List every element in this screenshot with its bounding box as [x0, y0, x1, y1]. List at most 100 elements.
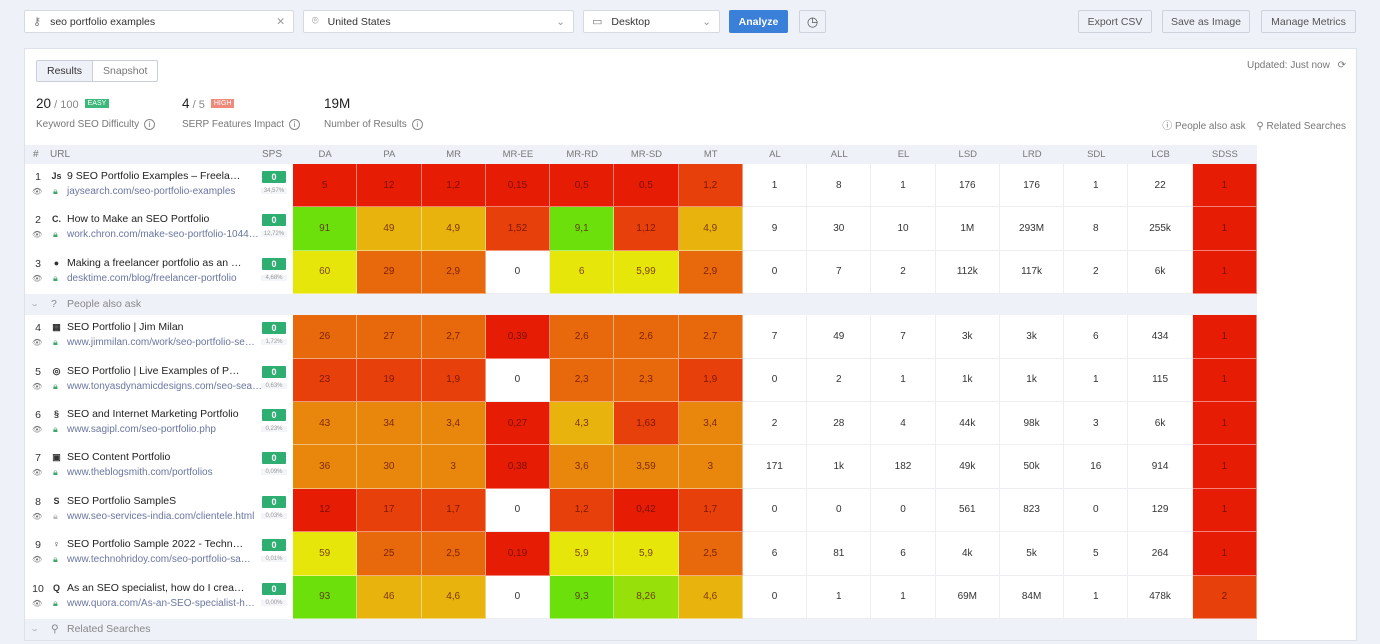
analyze-button[interactable]: Analyze	[729, 10, 788, 33]
column-header-pa[interactable]: PA	[383, 149, 396, 160]
result-row[interactable]: 8 S SEO Portfolio SampleS 👁︎ 🔒︎ www.seo-servi…	[25, 489, 293, 533]
metric-cell-mr: 4,9	[421, 207, 486, 251]
visibility-icon[interactable]: 👁︎	[32, 598, 43, 608]
result-title[interactable]: SEO Portfolio SampleS	[67, 494, 177, 507]
tab-snapshot[interactable]: Snapshot	[103, 65, 148, 77]
legend-people-also-ask[interactable]: People also ask	[1175, 121, 1246, 132]
column-header-sdl[interactable]: SDL	[1087, 149, 1106, 160]
result-title[interactable]: SEO Content Portfolio	[67, 451, 171, 464]
metric-cell-da: 26	[293, 315, 358, 359]
metric-cell-da: 91	[293, 207, 358, 251]
related-label: Related Searches	[67, 622, 151, 635]
related-search-icon: ⚲	[51, 622, 59, 635]
visibility-icon[interactable]: 👁︎	[32, 468, 43, 478]
metric-cell-sdss: 1	[1192, 445, 1257, 489]
column-header-all[interactable]: ALL	[830, 149, 848, 160]
url-list: # URL SPS 1 Js 9 SEO Portfolio Examples – …	[25, 145, 293, 640]
metric-cell-mr-rd: 4,3	[550, 401, 615, 446]
info-icon[interactable]: i	[411, 119, 423, 130]
metric-cell-pa: 29	[357, 250, 422, 295]
legend-related-searches[interactable]: Related Searches	[1266, 121, 1347, 132]
result-title[interactable]: SEO and Internet Marketing Portfolio	[67, 407, 239, 420]
column-header-lrd[interactable]: LRD	[1022, 149, 1042, 160]
column-header-da[interactable]: DA	[318, 149, 332, 160]
result-row[interactable]: 5 ◎ SEO Portfolio | Live Examples of P… 👁︎ 🔒…	[25, 359, 293, 402]
people-also-ask-row[interactable]: ⌣? People also ask	[25, 294, 293, 316]
result-row[interactable]: 9 ♀ SEO Portfolio Sample 2022 - Techn… 👁︎ 🔒︎…	[25, 532, 293, 576]
result-url[interactable]: desktime.com/blog/freelancer-portfolio	[67, 272, 237, 284]
metric-cell-sdss: 1	[1192, 358, 1257, 402]
column-header-sdss[interactable]: SDSS	[1211, 149, 1238, 160]
column-header-lsd[interactable]: LSD	[958, 149, 978, 160]
column-header-mr-sd[interactable]: MR-SD	[630, 149, 663, 160]
column-header-el[interactable]: EL	[897, 149, 910, 160]
result-url[interactable]: www.technohridoy.com/seo-portfolio-sa…	[67, 554, 251, 566]
result-url[interactable]: www.tonyasdynamicdesigns.com/seo-sea…	[67, 380, 263, 392]
location-select[interactable]: ⌾ United States ⌄	[303, 10, 574, 33]
related-searches-row[interactable]: ⌣ ⚲ Related Searches	[25, 618, 293, 640]
column-header-mr[interactable]: MR	[446, 149, 462, 160]
result-title[interactable]: SEO Portfolio Sample 2022 - Techn…	[67, 538, 244, 551]
refresh-icon[interactable]: ⟳	[1337, 60, 1346, 71]
save-image-button[interactable]: Save as Image	[1162, 10, 1250, 33]
metric-cell-da: 93	[293, 575, 358, 619]
result-title[interactable]: Making a freelancer portfolio as an …	[67, 256, 242, 269]
metric-cell-mr-sd: 3,59	[614, 445, 679, 489]
visibility-icon[interactable]: 👁︎	[32, 555, 43, 565]
metric-cell-mt: 1,2	[678, 164, 743, 208]
result-url[interactable]: www.quora.com/As-an-SEO-specialist-h…	[67, 597, 255, 609]
result-url[interactable]: www.theblogsmith.com/portfolios	[67, 467, 213, 479]
metric-cell-da: 59	[293, 532, 358, 576]
visibility-icon[interactable]: 👁︎	[32, 424, 43, 434]
export-csv-button[interactable]: Export CSV	[1078, 10, 1152, 33]
visibility-icon[interactable]: 👁︎	[32, 230, 43, 240]
result-row[interactable]: 4 ▦ SEO Portfolio | Jim Milan 👁︎ 🔒︎ www.jimmi…	[25, 315, 293, 359]
metrics-header: DA PA MR MR-EE MR-RD MR-SD MT AL ALL EL LSD LRD SDL L…	[293, 145, 1257, 164]
result-url[interactable]: www.seo-services-india.com/clientele.htm…	[67, 510, 255, 522]
result-url[interactable]: www.sagipl.com/seo-portfolio.php	[67, 423, 216, 435]
visibility-icon[interactable]: 👁︎	[32, 511, 43, 521]
visibility-icon[interactable]: 👁︎	[32, 273, 43, 283]
metric-cell-al: 9	[742, 207, 808, 251]
heatmap-row: 60 29 2,9 0 6 5,99 2,9 0 7 2 112k 117k 2 6k 1	[293, 250, 1257, 295]
metric-cell-el: 7	[871, 315, 936, 359]
result-title[interactable]: 9 SEO Portfolio Examples – Freela…	[67, 170, 241, 182]
info-icon[interactable]: i	[144, 119, 156, 130]
result-row[interactable]: 2 C. How to Make an SEO Portfolio 👁︎ 🔒︎ work.…	[25, 207, 293, 251]
metric-cell-pa: 34	[357, 401, 422, 446]
result-title[interactable]: SEO Portfolio | Live Examples of P…	[67, 364, 240, 377]
keyword-input[interactable]: ⚷ seo portfolio examples ✕	[24, 10, 294, 33]
result-row[interactable]: 6 § SEO and Internet Marketing Portfolio 👁︎…	[25, 402, 293, 446]
result-title[interactable]: SEO Portfolio | Jim Milan	[67, 321, 184, 334]
visibility-icon[interactable]: 👁︎	[32, 338, 43, 348]
result-row[interactable]: 10 Q As an SEO specialist, how do I crea… 👁…	[25, 576, 293, 619]
result-title[interactable]: As an SEO specialist, how do I crea…	[67, 581, 245, 594]
metric-cell-al: 0	[742, 575, 808, 619]
metric-cell-lrd: 5k	[999, 532, 1065, 576]
result-title[interactable]: How to Make an SEO Portfolio	[67, 213, 210, 226]
visibility-icon[interactable]: 👁︎	[32, 381, 43, 391]
column-header-al[interactable]: AL	[769, 149, 781, 160]
metric-cell-lrd: 1k	[999, 358, 1065, 402]
result-url[interactable]: jaysearch.com/seo-portfolio-examples	[67, 186, 236, 197]
column-header-lcb[interactable]: LCB	[1151, 149, 1170, 160]
result-row[interactable]: 1 Js 9 SEO Portfolio Examples – Freela… 👁︎ 🔒…	[25, 164, 293, 208]
column-header-mr-rd[interactable]: MR-RD	[566, 149, 599, 160]
chevron-down-icon: ⌄	[556, 15, 565, 28]
column-header-mt[interactable]: MT	[703, 149, 718, 160]
result-row[interactable]: 7 ▣ SEO Content Portfolio 👁︎ 🔒︎ www.theblogsm…	[25, 445, 293, 489]
tab-results[interactable]: Results	[37, 61, 94, 81]
clear-icon[interactable]: ✕	[276, 15, 285, 28]
result-url[interactable]: www.jimmilan.com/work/seo-portfolio-se…	[67, 337, 255, 349]
result-url[interactable]: work.chron.com/make-seo-portfolio-1044…	[67, 229, 259, 241]
column-header-mr-ee[interactable]: MR-EE	[502, 149, 534, 160]
metric-cell-pa: 49	[357, 207, 422, 251]
metric-cell-mr-ee: 1,52	[485, 207, 551, 251]
info-icon[interactable]: i	[289, 119, 301, 130]
history-button[interactable]: ◷	[799, 10, 826, 33]
result-row[interactable]: 3 ● Making a freelancer portfolio as an … 👁…	[25, 251, 293, 295]
manage-metrics-button[interactable]: Manage Metrics	[1261, 10, 1356, 33]
visibility-icon[interactable]: 👁︎	[32, 187, 43, 196]
device-select[interactable]: ▭ Desktop ⌄	[583, 10, 720, 33]
metric-cell-lsd: 1k	[935, 358, 1000, 402]
